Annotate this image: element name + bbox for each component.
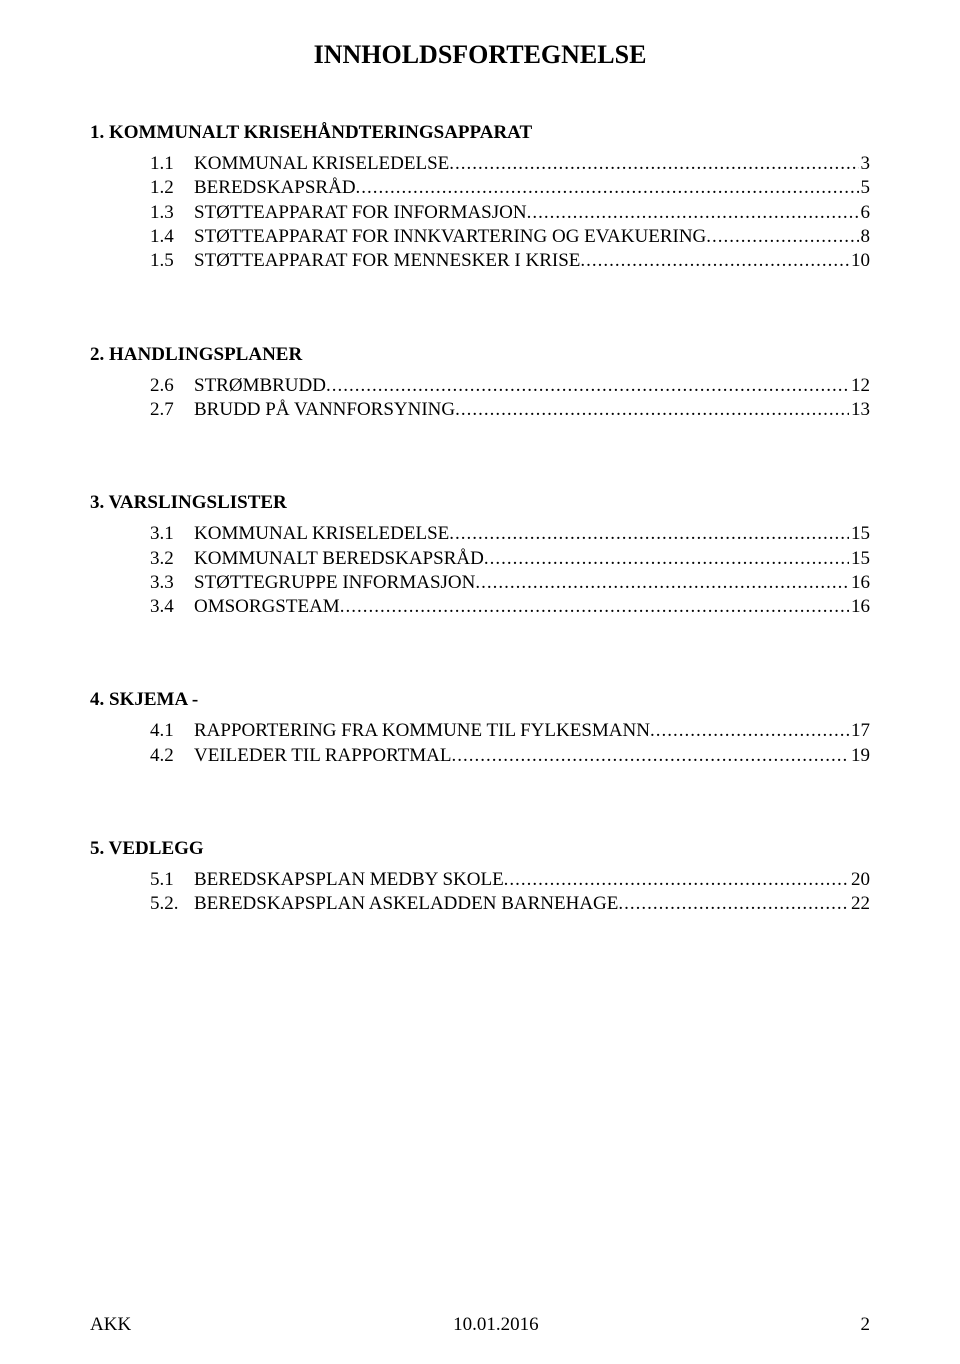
toc-label: BRUDD PÅ VANNFORSYNING (194, 398, 455, 422)
toc-entry: 3.3 STØTTEGRUPPE INFORMASJON 16 (150, 571, 870, 595)
toc-entry: 4.1 RAPPORTERING FRA KOMMUNE TIL FYLKESM… (150, 719, 870, 743)
toc-page: 3 (859, 152, 871, 176)
toc-leader (706, 225, 858, 249)
toc-page: 22 (849, 892, 870, 916)
toc-num: 3.2 (150, 547, 194, 571)
toc-page: 20 (849, 868, 870, 892)
toc-block-5: 5.1 BEREDSKAPSPLAN MEDBY SKOLE 20 5.2. B… (150, 868, 870, 917)
toc-block-1: 1.1 KOMMUNAL KRISELEDELSE 3 1.2 BEREDSKA… (150, 152, 870, 274)
toc-num: 5.2. (150, 892, 194, 916)
toc-label: STRØMBRUDD (194, 374, 326, 398)
toc-page: 10 (849, 249, 870, 273)
toc-entry: 1.2 BEREDSKAPSRÅD 5 (150, 176, 870, 200)
toc-label: BEREDSKAPSPLAN ASKELADDEN BARNEHAGE (194, 892, 618, 916)
toc-label: BEREDSKAPSRÅD (194, 176, 356, 200)
toc-entry: 2.7 BRUDD PÅ VANNFORSYNING 13 (150, 398, 870, 422)
page-footer: AKK 10.01.2016 2 (90, 1314, 870, 1336)
toc-leader (449, 152, 858, 176)
toc-entry: 3.4 OMSORGSTEAM 16 (150, 595, 870, 619)
toc-label: OMSORGSTEAM (194, 595, 340, 619)
section-head-4: 4. SKJEMA - (90, 689, 870, 711)
toc-label: KOMMUNALT BEREDSKAPSRÅD (194, 547, 484, 571)
toc-num: 1.2 (150, 176, 194, 200)
toc-leader (449, 522, 849, 546)
toc-leader (356, 176, 859, 200)
toc-label: STØTTEAPPARAT FOR INFORMASJON (194, 201, 527, 225)
toc-entry: 3.1 KOMMUNAL KRISELEDELSE 15 (150, 522, 870, 546)
toc-leader (580, 249, 849, 273)
section-head-2: 2. HANDLINGSPLANER (90, 344, 870, 366)
spacer (90, 774, 870, 804)
toc-label: KOMMUNAL KRISELEDELSE (194, 522, 449, 546)
toc-label: KOMMUNAL KRISELEDELSE (194, 152, 449, 176)
toc-entry: 1.4 STØTTEAPPARAT FOR INNKVARTERING OG E… (150, 225, 870, 249)
toc-label: BEREDSKAPSPLAN MEDBY SKOLE (194, 868, 504, 892)
toc-page: 16 (849, 595, 870, 619)
footer-right: 2 (860, 1314, 870, 1336)
toc-page: 15 (849, 547, 870, 571)
section-head-5: 5. VEDLEGG (90, 838, 870, 860)
toc-label: STØTTEAPPARAT FOR MENNESKER I KRISE (194, 249, 580, 273)
page-title: INNHOLDSFORTEGNELSE (90, 40, 870, 70)
toc-leader (340, 595, 849, 619)
toc-block-4: 4.1 RAPPORTERING FRA KOMMUNE TIL FYLKESM… (150, 719, 870, 768)
toc-block-3: 3.1 KOMMUNAL KRISELEDELSE 15 3.2 KOMMUNA… (150, 522, 870, 619)
toc-label: RAPPORTERING FRA KOMMUNE TIL FYLKESMANN (194, 719, 650, 743)
toc-entry: 1.1 KOMMUNAL KRISELEDELSE 3 (150, 152, 870, 176)
toc-num: 1.1 (150, 152, 194, 176)
toc-page: 16 (849, 571, 870, 595)
toc-num: 3.1 (150, 522, 194, 546)
toc-page: 5 (859, 176, 871, 200)
toc-label: STØTTEGRUPPE INFORMASJON (194, 571, 475, 595)
toc-page: 12 (849, 374, 870, 398)
toc-entry: 1.3 STØTTEAPPARAT FOR INFORMASJON 6 (150, 201, 870, 225)
spacer (90, 625, 870, 655)
toc-leader (650, 719, 849, 743)
toc-page: 17 (849, 719, 870, 743)
toc-num: 4.1 (150, 719, 194, 743)
toc-num: 2.7 (150, 398, 194, 422)
toc-num: 3.3 (150, 571, 194, 595)
toc-leader (484, 547, 849, 571)
toc-entry: 4.2 VEILEDER TIL RAPPORTMAL 19 (150, 744, 870, 768)
toc-num: 3.4 (150, 595, 194, 619)
toc-page: 19 (849, 744, 870, 768)
toc-num: 1.5 (150, 249, 194, 273)
spacer (90, 428, 870, 458)
spacer (90, 280, 870, 310)
toc-label: VEILEDER TIL RAPPORTMAL (194, 744, 451, 768)
toc-entry: 5.2. BEREDSKAPSPLAN ASKELADDEN BARNEHAGE… (150, 892, 870, 916)
toc-leader (455, 398, 849, 422)
toc-page: 13 (849, 398, 870, 422)
toc-block-2: 2.6 STRØMBRUDD 12 2.7 BRUDD PÅ VANNFORSY… (150, 374, 870, 423)
document-page: INNHOLDSFORTEGNELSE 1. KOMMUNALT KRISEHÅ… (0, 0, 960, 1364)
toc-entry: 1.5 STØTTEAPPARAT FOR MENNESKER I KRISE … (150, 249, 870, 273)
toc-entry: 3.2 KOMMUNALT BEREDSKAPSRÅD 15 (150, 547, 870, 571)
toc-leader (475, 571, 849, 595)
toc-entry: 5.1 BEREDSKAPSPLAN MEDBY SKOLE 20 (150, 868, 870, 892)
toc-num: 1.3 (150, 201, 194, 225)
toc-leader (326, 374, 849, 398)
toc-leader (618, 892, 849, 916)
toc-label: STØTTEAPPARAT FOR INNKVARTERING OG EVAKU… (194, 225, 706, 249)
toc-page: 8 (859, 225, 871, 249)
footer-left: AKK (90, 1314, 131, 1336)
toc-page: 6 (859, 201, 871, 225)
footer-center: 10.01.2016 (453, 1314, 539, 1336)
toc-page: 15 (849, 522, 870, 546)
toc-leader (451, 744, 849, 768)
toc-num: 5.1 (150, 868, 194, 892)
section-head-1: 1. KOMMUNALT KRISEHÅNDTERINGSAPPARAT (90, 122, 870, 144)
toc-leader (527, 201, 859, 225)
section-head-3: 3. VARSLINGSLISTER (90, 492, 870, 514)
toc-num: 4.2 (150, 744, 194, 768)
toc-num: 1.4 (150, 225, 194, 249)
toc-num: 2.6 (150, 374, 194, 398)
toc-leader (504, 868, 849, 892)
toc-entry: 2.6 STRØMBRUDD 12 (150, 374, 870, 398)
